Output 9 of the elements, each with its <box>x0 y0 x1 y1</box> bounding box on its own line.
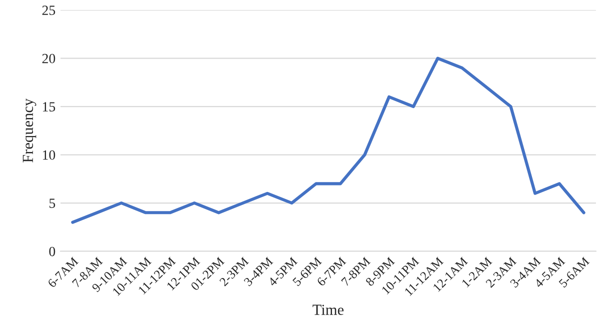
line-series <box>71 56 586 224</box>
y-tick-label: 20 <box>42 54 56 64</box>
y-tick-label: 0 <box>49 246 56 256</box>
y-tick-label: 10 <box>42 150 56 160</box>
y-tick-label: 15 <box>42 102 56 112</box>
x-axis-title: Time <box>312 304 344 315</box>
y-tick-label: 25 <box>42 6 56 16</box>
y-axis-title: Frequency <box>22 98 36 162</box>
y-tick-label: 5 <box>50 198 56 208</box>
